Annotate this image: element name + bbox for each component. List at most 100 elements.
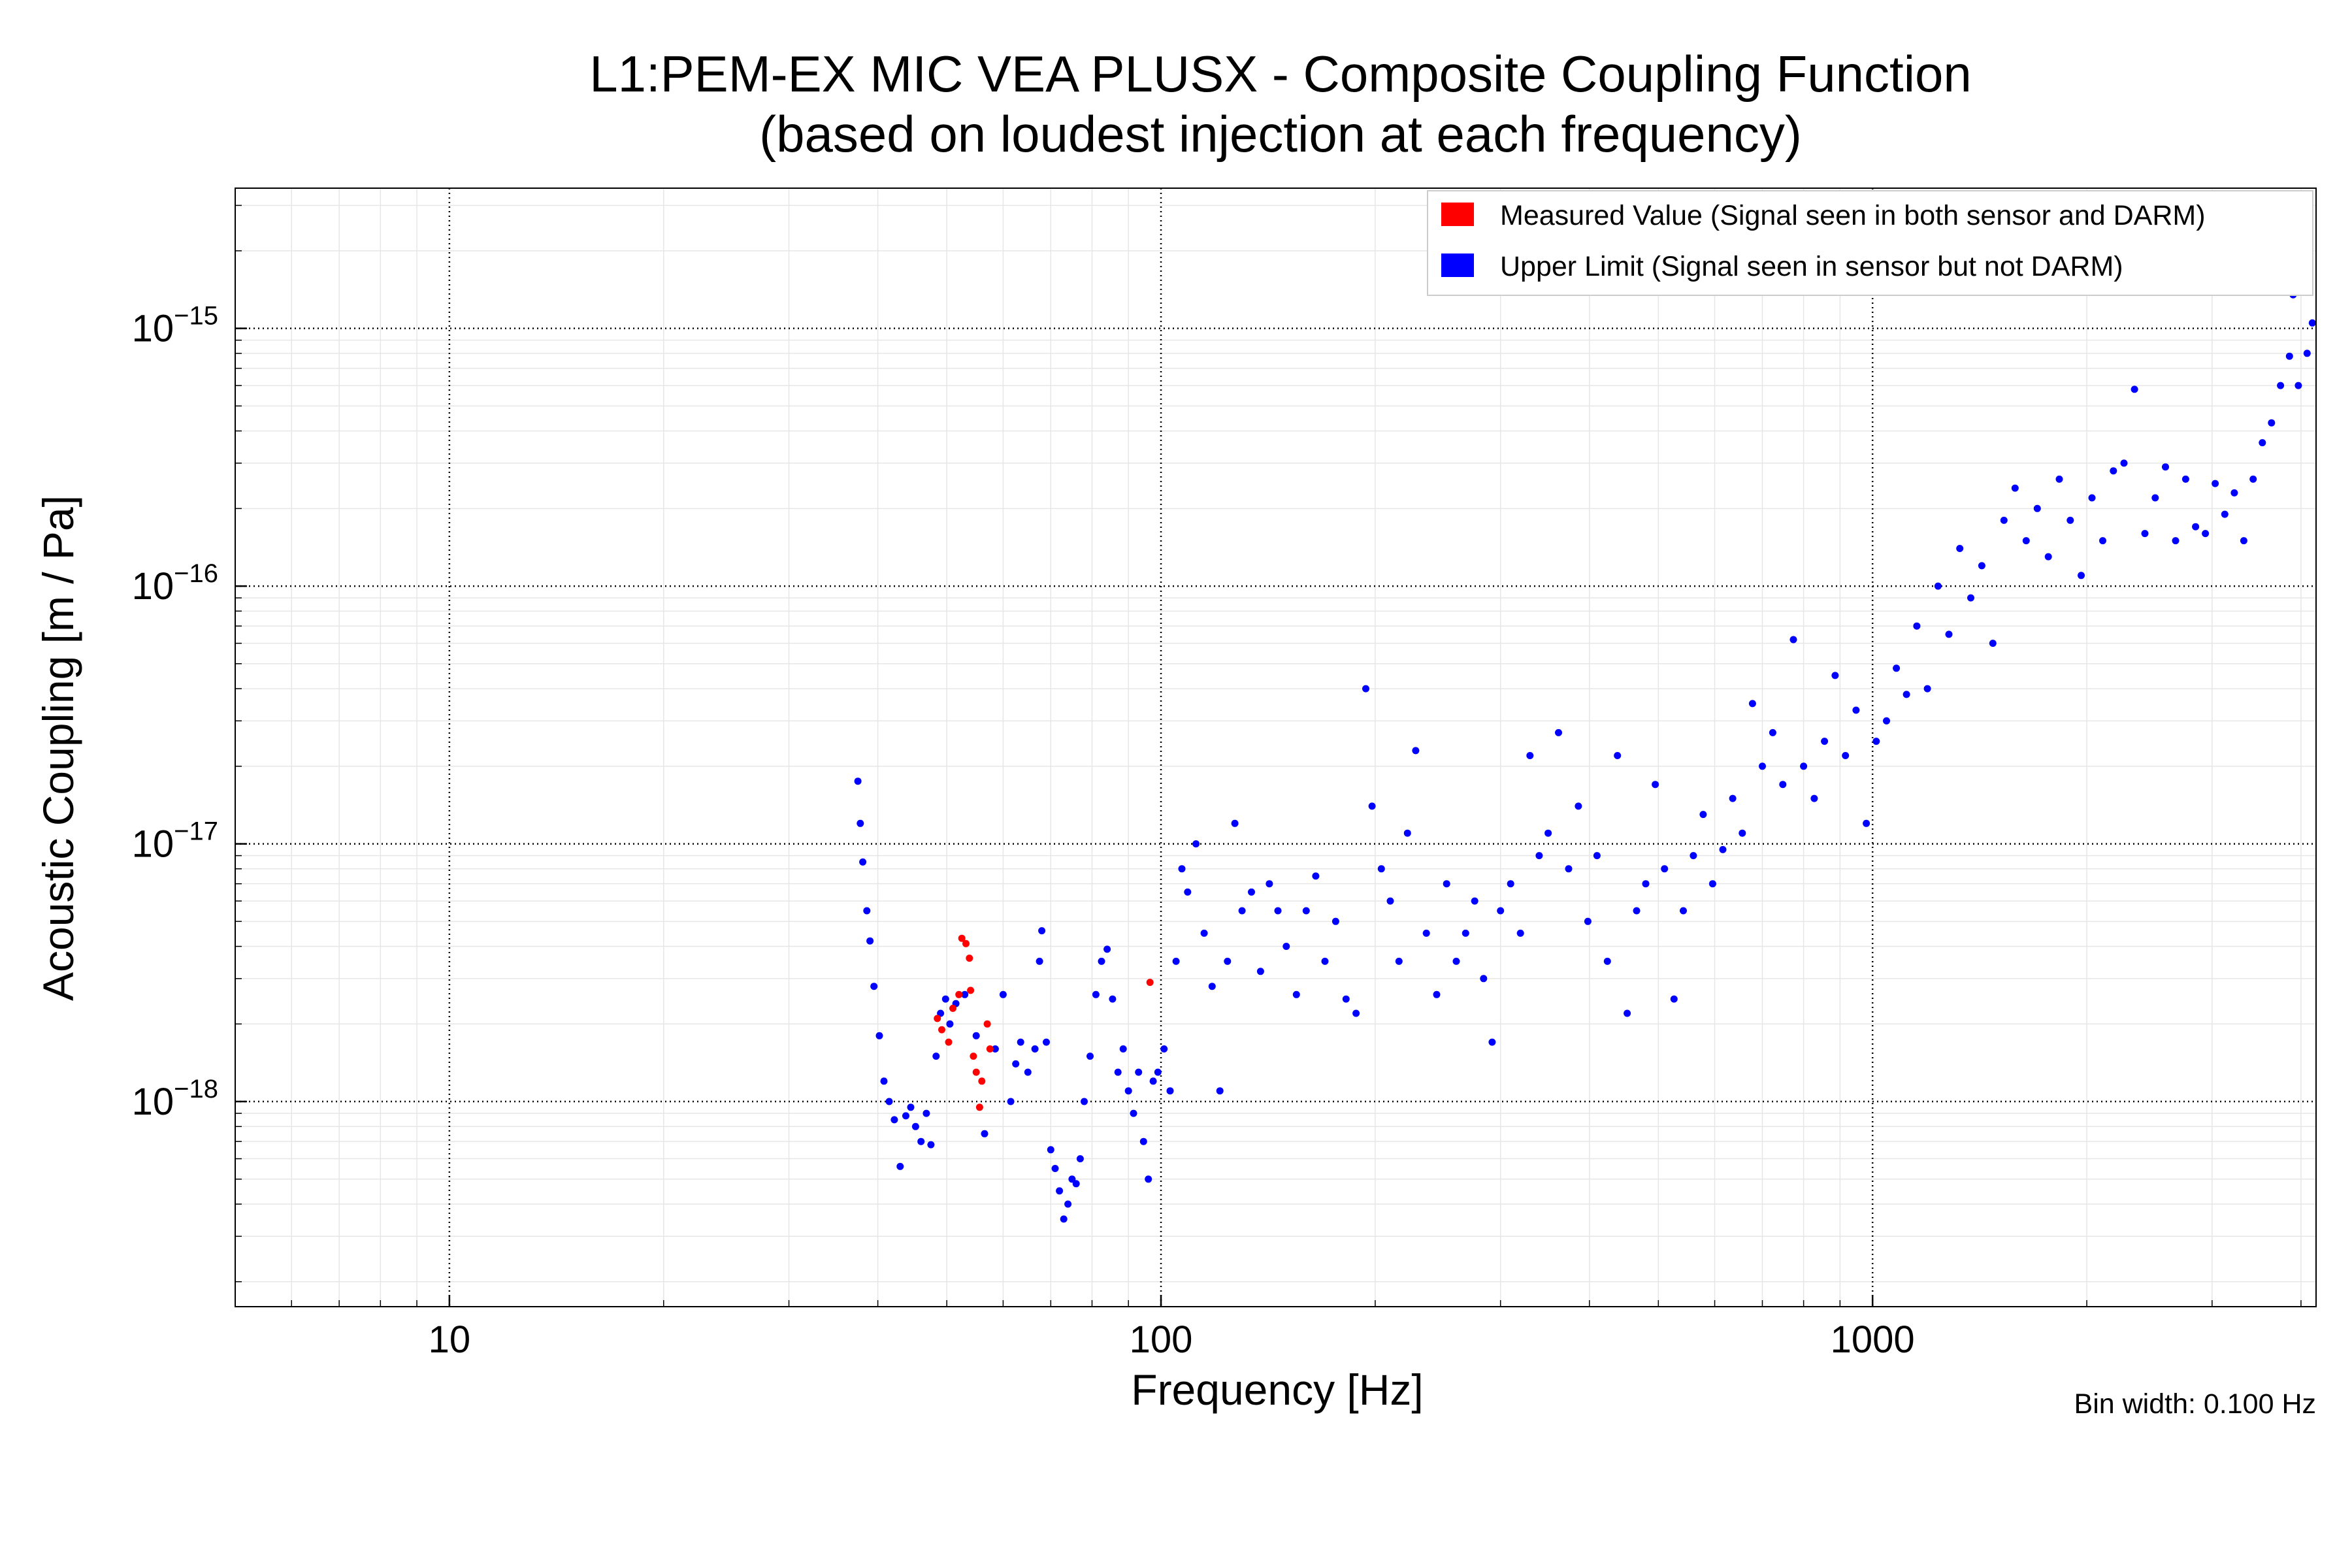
upper-limit-point — [1903, 691, 1910, 698]
upper-limit-point — [941, 995, 949, 1003]
measured-value-point — [967, 987, 975, 994]
upper-limit-point — [1266, 880, 1273, 888]
upper-limit-point — [1282, 943, 1290, 950]
upper-limit-point — [923, 1109, 930, 1117]
upper-limit-point — [927, 1141, 935, 1149]
upper-limit-point — [1852, 706, 1860, 714]
upper-limit-point — [1386, 897, 1394, 905]
upper-limit-point — [2192, 523, 2200, 531]
upper-limit-point — [1842, 752, 1850, 759]
upper-limit-point — [2230, 489, 2238, 497]
y-axis-ticks: 10−15 10−16 10−17 10−18 — [132, 204, 247, 1282]
upper-limit-point — [2022, 537, 2030, 545]
upper-limit-point — [1130, 1109, 1137, 1117]
measured-value-point — [1146, 979, 1154, 987]
upper-limit-point — [1769, 728, 1776, 736]
measured-value-point — [962, 939, 970, 947]
y-tick-label: 10−16 — [132, 559, 218, 608]
upper-limit-point — [1302, 907, 1310, 915]
upper-limit-point — [2277, 382, 2285, 389]
upper-limit-point — [1321, 957, 1329, 965]
upper-limit-point — [1708, 880, 1716, 888]
upper-limit-point — [2055, 475, 2063, 483]
upper-limit-point — [2259, 439, 2266, 447]
upper-limit-point — [1497, 907, 1505, 915]
x-tick-label: 100 — [1130, 1318, 1193, 1361]
upper-limit-point — [902, 1112, 909, 1120]
measured-value-point — [986, 1045, 994, 1053]
upper-limit-point — [1614, 752, 1622, 759]
upper-limit-point — [1719, 845, 1727, 853]
upper-limit-point — [2099, 537, 2106, 545]
upper-limit-point — [1395, 957, 1403, 965]
upper-limit-point — [2285, 352, 2293, 360]
upper-limit-point — [2221, 510, 2229, 518]
upper-limit-point — [991, 1045, 999, 1053]
upper-limit-point — [1913, 622, 1921, 630]
upper-limit-point — [1690, 852, 1697, 860]
upper-limit-point — [1729, 794, 1737, 802]
upper-limit-point — [1139, 1137, 1147, 1145]
upper-limit-point — [1012, 1060, 1020, 1068]
major-gridlines — [235, 188, 2316, 1307]
upper-limit-point — [1231, 819, 1239, 827]
upper-limit-point — [1368, 802, 1376, 810]
legend-label-upper-limit: Upper Limit (Signal seen in sensor but n… — [1500, 251, 2123, 282]
upper-limit-point — [1593, 852, 1601, 860]
upper-limit-point — [1056, 1187, 1064, 1195]
upper-limit-point — [1114, 1068, 1122, 1076]
bin-width-note: Bin width: 0.100 Hz — [2074, 1388, 2316, 1420]
data-points — [854, 262, 2316, 1223]
upper-limit-point — [1103, 945, 1111, 953]
measured-value-point — [970, 1053, 977, 1060]
upper-limit-point — [1967, 594, 1974, 602]
upper-limit-point — [2141, 530, 2149, 538]
plot-area — [235, 188, 2316, 1307]
upper-limit-point — [1352, 1009, 1360, 1017]
upper-limit-point — [1642, 880, 1650, 888]
upper-limit-point — [2295, 382, 2302, 389]
upper-limit-point — [1342, 995, 1350, 1003]
measured-value-point — [978, 1077, 986, 1085]
x-axis-ticks: 10 100 1000 — [235, 1295, 2302, 1361]
upper-limit-point — [1216, 1087, 1224, 1095]
legend-swatch-measured — [1441, 203, 1474, 226]
upper-limit-point — [1779, 781, 1787, 789]
upper-limit-point — [1331, 917, 1339, 925]
upper-limit-point — [911, 1122, 919, 1130]
upper-limit-point — [1135, 1068, 1143, 1076]
upper-limit-point — [1978, 562, 1985, 570]
upper-limit-point — [2110, 467, 2117, 475]
upper-limit-point — [1208, 983, 1216, 990]
upper-limit-point — [2000, 516, 2008, 524]
upper-limit-point — [946, 1020, 954, 1028]
upper-limit-point — [1516, 929, 1524, 937]
upper-limit-point — [1989, 640, 1997, 647]
upper-limit-point — [1312, 872, 1320, 880]
upper-limit-point — [1507, 880, 1514, 888]
upper-limit-point — [1452, 957, 1460, 965]
upper-limit-point — [1024, 1068, 1032, 1076]
legend-swatch-upper-limit — [1441, 253, 1474, 277]
upper-limit-point — [1248, 888, 1255, 896]
upper-limit-point — [1192, 840, 1200, 848]
upper-limit-point — [2181, 475, 2189, 483]
upper-limit-point — [1652, 781, 1659, 789]
upper-limit-point — [1412, 747, 1420, 755]
upper-limit-point — [1462, 929, 1469, 937]
upper-limit-point — [1810, 794, 1818, 802]
upper-limit-point — [1060, 1215, 1068, 1223]
upper-limit-point — [2033, 504, 2041, 512]
measured-value-point — [945, 1038, 953, 1046]
upper-limit-point — [1680, 907, 1687, 915]
upper-limit-point — [2212, 480, 2219, 487]
chart-subtitle: (based on loudest injection at each freq… — [759, 105, 1802, 163]
upper-limit-point — [1274, 907, 1282, 915]
upper-limit-point — [1403, 829, 1411, 837]
upper-limit-point — [1092, 990, 1100, 998]
upper-limit-point — [1565, 865, 1573, 873]
upper-limit-point — [1109, 995, 1117, 1003]
upper-limit-point — [1064, 1200, 1072, 1208]
upper-limit-point — [1017, 1038, 1024, 1046]
upper-limit-point — [1584, 917, 1592, 925]
